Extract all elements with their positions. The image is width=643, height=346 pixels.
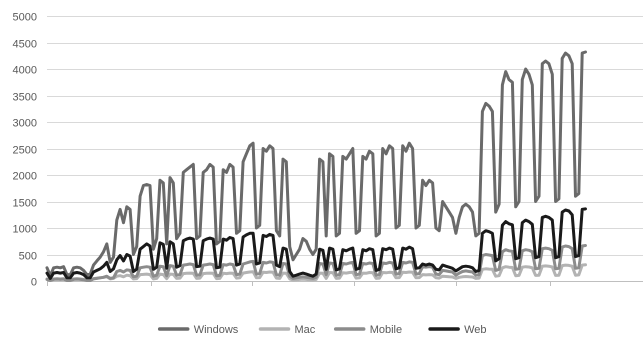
legend-label: Mac (295, 324, 316, 336)
y-tick-label: 1000 (13, 224, 37, 236)
axes: 0 500 1000 1500 2000 2500 3000 3500 4000 4500 5000 (13, 12, 643, 289)
y-tick-label: 0 (31, 277, 37, 289)
y-tick-label: 2000 (13, 171, 37, 183)
y-tick-label: 5000 (13, 12, 37, 24)
legend: Windows Mac Mobile Web (157, 324, 487, 336)
legend-label: Web (464, 324, 486, 336)
legend-item-windows: Windows (157, 324, 239, 336)
series-line-mac (45, 263, 587, 282)
y-tick-label: 3500 (13, 92, 37, 104)
series-lines (45, 50, 587, 282)
gridlines (47, 16, 643, 256)
y-tick-label: 500 (19, 251, 37, 263)
y-tick-label: 3000 (13, 118, 37, 130)
legend-label: Windows (194, 324, 239, 336)
y-tick-label: 4500 (13, 39, 37, 51)
legend-label: Mobile (370, 324, 402, 336)
y-tick-label: 1500 (13, 198, 37, 210)
y-tick-label: 4000 (13, 65, 37, 77)
legend-item-web: Web (428, 324, 487, 336)
series-line-web (45, 207, 587, 280)
series-line-windows (45, 50, 587, 278)
series-line-mobile (45, 244, 587, 282)
y-tick-label: 2500 (13, 145, 37, 157)
legend-item-mac: Mac (258, 324, 316, 336)
legend-item-mobile: Mobile (333, 324, 402, 336)
